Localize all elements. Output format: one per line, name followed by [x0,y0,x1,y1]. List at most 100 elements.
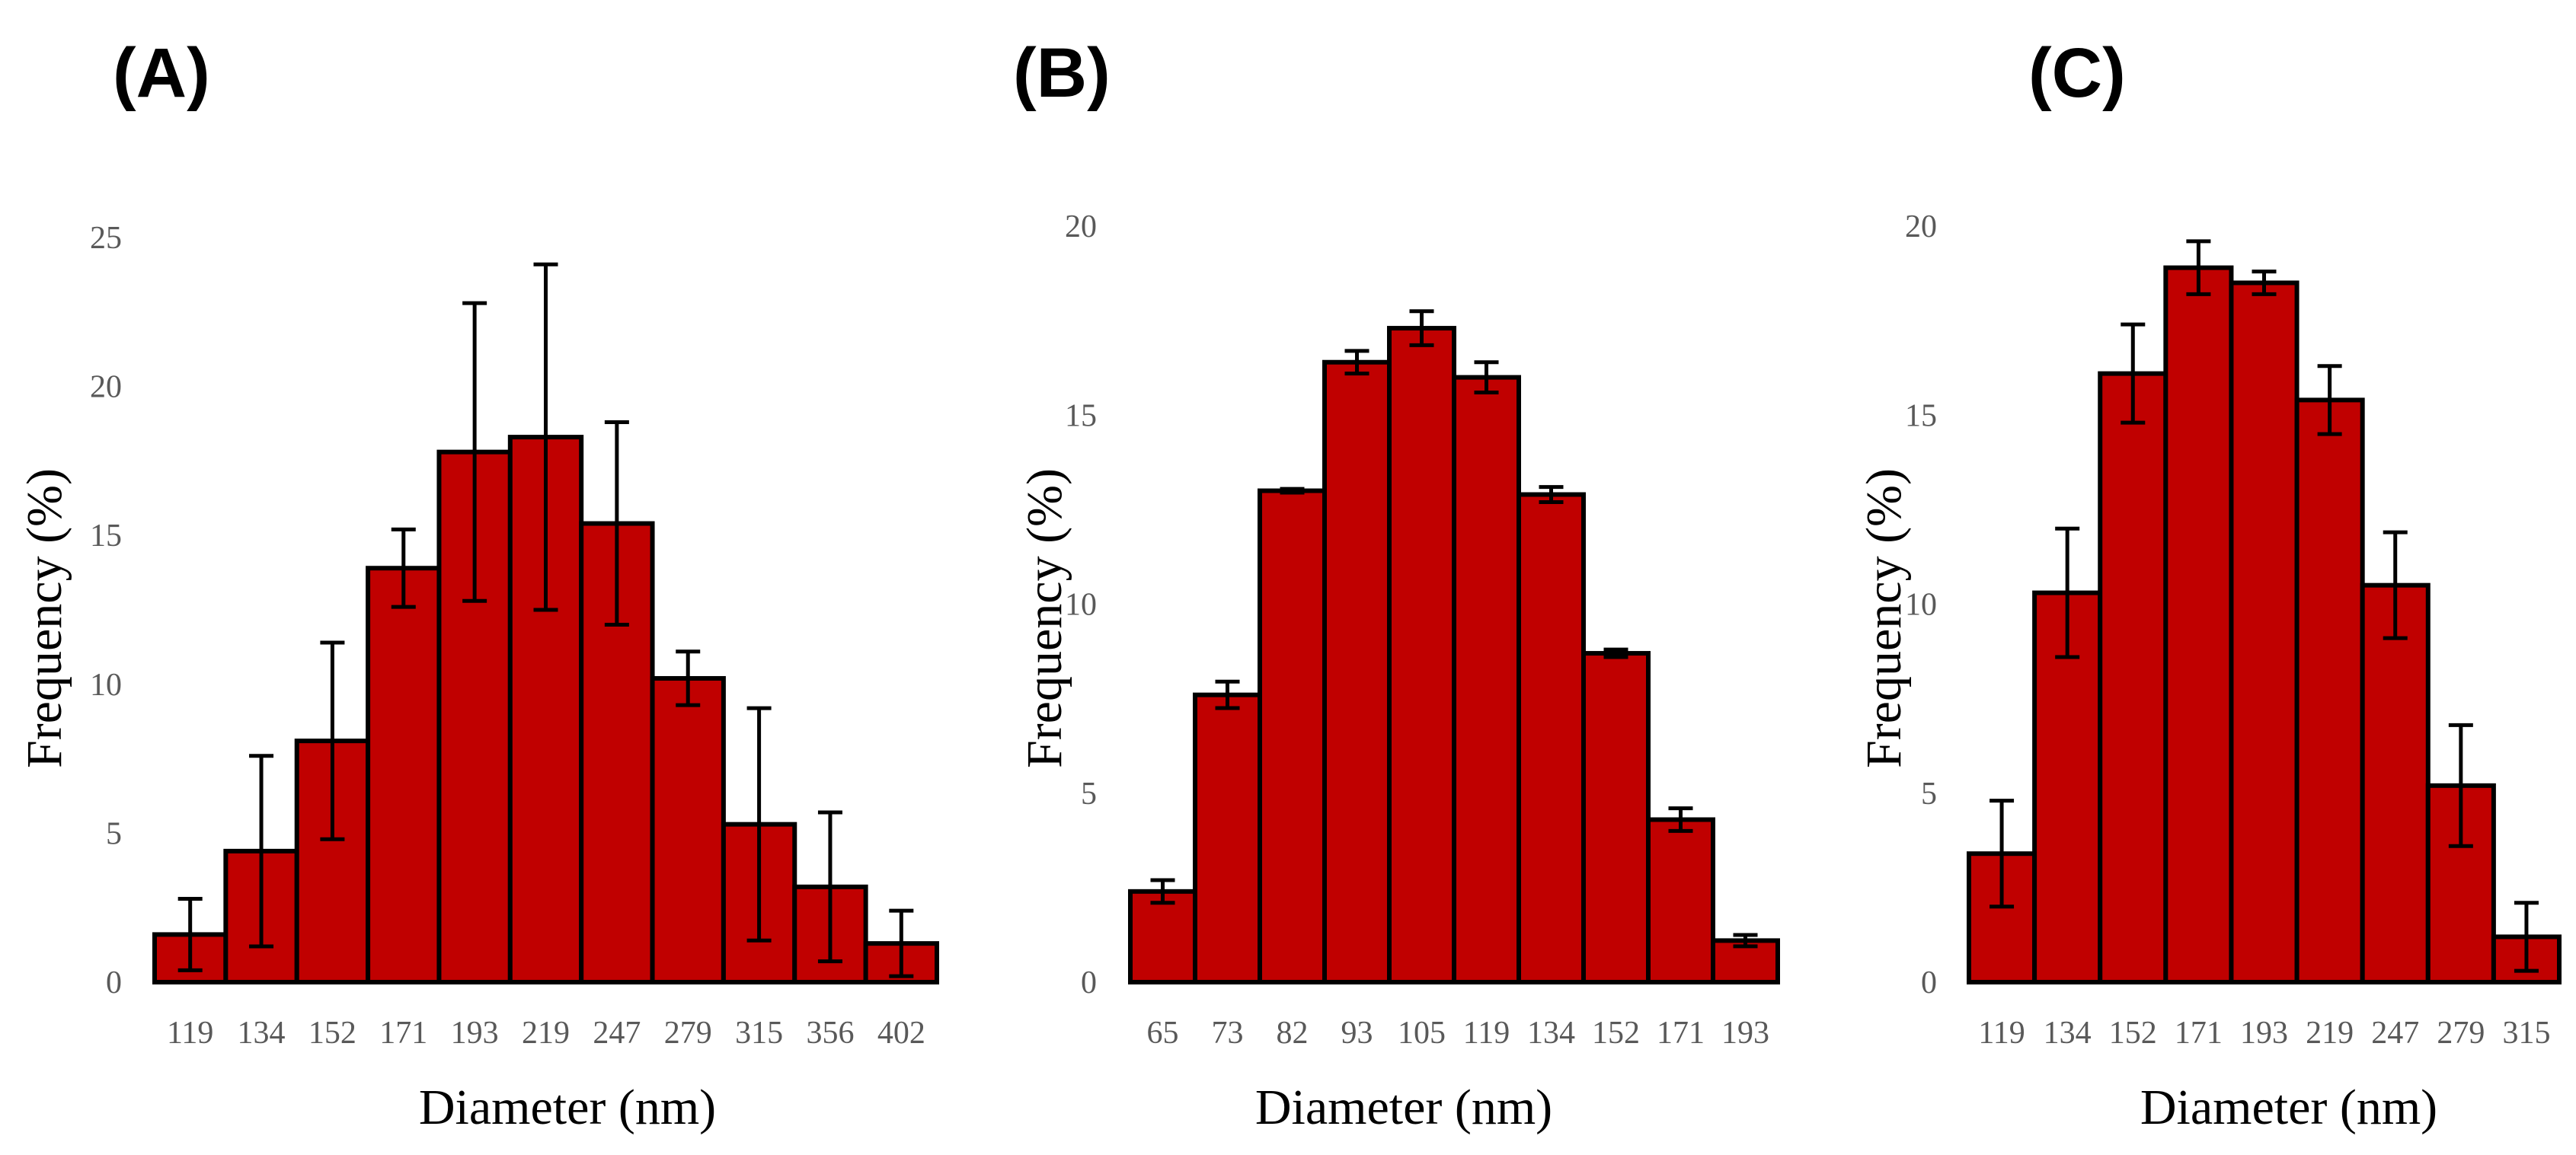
error-bar-c-5 [2317,364,2342,436]
x-tick-label-c: 247 [2371,1016,2419,1051]
error-bar-b-3 [1344,349,1369,376]
error-bar-a-8 [746,706,772,943]
error-bar-c-8 [2514,901,2539,973]
bar-a-7 [650,675,726,984]
error-bar-a-5 [533,262,558,612]
x-axis-title-a: Diameter (nm) [419,1080,716,1135]
x-tick-label-c: 171 [2175,1016,2223,1051]
x-tick-label-c: 219 [2306,1016,2354,1051]
error-bar-c-6 [2383,530,2408,640]
error-bar-b-1 [1215,679,1240,710]
y-tick-label-a: 0 [106,965,122,1000]
bar-c-3 [2163,265,2234,984]
x-tick-label-b: 82 [1277,1016,1309,1051]
y-tick-label-b: 5 [1081,777,1097,812]
x-tick-label-c: 193 [2240,1016,2288,1051]
bar-b-4 [1387,326,1456,984]
panel-label-a: (A) [113,34,210,112]
x-tick-label-a: 152 [308,1016,356,1051]
error-bar-c-0 [1990,799,2015,909]
x-axis-title-c: Diameter (nm) [2140,1080,2437,1135]
x-tick-label-b: 65 [1147,1016,1179,1051]
y-tick-label-a: 10 [90,668,122,703]
x-axis-title-b: Diameter (nm) [1255,1080,1552,1135]
y-tick-label-a: 20 [90,370,122,405]
panel-label-c: (C) [2028,34,2126,112]
error-bar-c-3 [2186,239,2211,296]
y-tick-label-c: 5 [1921,777,1937,812]
y-tick-label-a: 5 [106,816,122,851]
panel-c: (C) 119 134 152 171 193 219 247 279 315 0 5 10 15 20… [1856,34,2562,1135]
x-tick-label-b: 93 [1341,1016,1373,1051]
y-axis-title-b: Frequency (%) [1017,468,1072,768]
x-tick-label-b: 73 [1212,1016,1244,1051]
error-bar-a-1 [249,754,274,949]
error-bar-b-7 [1603,647,1628,659]
bar-b-3 [1322,359,1392,984]
x-tick-label-c: 279 [2437,1016,2485,1051]
x-tick-label-c: 315 [2502,1016,2550,1051]
error-bar-a-7 [676,649,701,707]
error-bar-c-1 [2055,526,2080,659]
y-tick-label-c: 10 [1905,588,1937,623]
x-tick-label-a: 315 [735,1016,783,1051]
x-tick-label-a: 134 [238,1016,286,1051]
bar-b-8 [1646,817,1715,984]
error-bar-c-7 [2448,723,2473,848]
error-bar-a-2 [320,640,345,841]
x-tick-label-b: 105 [1398,1016,1446,1051]
panel-b: (B) 65 73 82 93 105 119 134 152 171 193 05101520 … [1013,34,1780,1135]
x-tick-label-c: 152 [2109,1016,2157,1051]
error-bar-a-0 [177,896,203,972]
error-bar-b-6 [1539,485,1564,504]
error-bar-b-9 [1733,933,1758,949]
x-tick-label-b: 119 [1463,1016,1510,1051]
bar-b-0 [1128,889,1197,984]
y-tick-label-b: 15 [1065,398,1097,433]
y-tick-label-c: 15 [1905,398,1937,433]
error-bar-b-4 [1409,309,1434,347]
y-tick-label-b: 0 [1081,965,1097,1000]
y-axis-title-a: Frequency (%) [17,468,72,768]
y-tick-label-a: 15 [90,518,122,554]
y-tick-label-b: 10 [1065,588,1097,623]
panel-label-b: (B) [1013,34,1111,112]
x-tick-label-a: 171 [379,1016,427,1051]
error-bar-a-9 [817,810,842,964]
x-tick-label-b: 152 [1592,1016,1640,1051]
bar-c-2 [2098,371,2169,984]
x-tick-label-b: 193 [1721,1016,1769,1051]
bar-b-6 [1517,492,1586,984]
bar-c-4 [2229,280,2300,985]
error-bar-a-10 [889,908,914,978]
x-tick-label-a: 119 [167,1016,213,1051]
error-bar-a-6 [604,420,629,627]
x-tick-label-a: 356 [806,1016,854,1051]
error-bar-b-8 [1668,806,1693,833]
error-bar-a-3 [391,527,416,609]
bar-c-6 [2360,582,2431,984]
y-tick-label-b: 20 [1065,209,1097,244]
error-bar-b-5 [1474,360,1499,394]
bar-b-1 [1193,692,1262,984]
bar-b-2 [1258,488,1327,984]
x-tick-label-a: 193 [451,1016,499,1051]
bar-c-5 [2294,397,2365,984]
x-tick-label-a: 279 [664,1016,712,1051]
y-axis-title-c: Frequency (%) [1856,468,1912,768]
error-bar-c-2 [2121,322,2146,425]
x-tick-label-b: 134 [1527,1016,1575,1051]
x-tick-label-a: 402 [877,1016,925,1051]
error-bar-a-4 [462,301,487,603]
x-tick-label-c: 134 [2044,1016,2092,1051]
panel-a: (A) 119 134 152 171 193 219 247 279 315 356 402 0 5… [17,34,939,1135]
error-bar-b-2 [1280,487,1305,495]
x-tick-label-a: 219 [522,1016,570,1051]
x-tick-label-a: 247 [593,1016,641,1051]
x-tick-label-c: 119 [1978,1016,2025,1051]
y-tick-label-c: 20 [1905,209,1937,244]
y-tick-label-c: 0 [1921,965,1937,1000]
x-tick-label-b: 171 [1657,1016,1705,1051]
bar-a-3 [366,566,442,984]
